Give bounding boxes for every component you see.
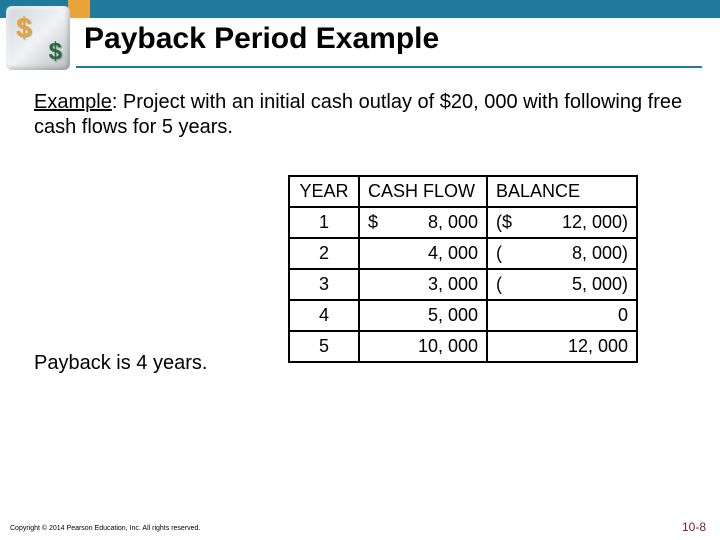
cell-balance: (5, 000) xyxy=(487,269,637,300)
cell-balance: 0 xyxy=(487,300,637,331)
cell-balance: 12, 000 xyxy=(487,331,637,362)
table-row: 2 4, 000 (8, 000) xyxy=(289,238,637,269)
table-row: 3 3, 000 (5, 000) xyxy=(289,269,637,300)
cell-year: 2 xyxy=(289,238,359,269)
cashflow-table: YEAR CASH FLOW BALANCE 1 $8, 000 ($12, 0… xyxy=(288,175,638,363)
cell-year: 3 xyxy=(289,269,359,300)
cell-year: 1 xyxy=(289,207,359,238)
cell-cashflow: 5, 000 xyxy=(359,300,487,331)
slide-title: Payback Period Example xyxy=(84,22,439,56)
table-row: 4 5, 000 0 xyxy=(289,300,637,331)
cell-cashflow: $8, 000 xyxy=(359,207,487,238)
example-description: Example: Project with an initial cash ou… xyxy=(34,90,690,140)
th-balance: BALANCE xyxy=(487,176,637,207)
th-cashflow: CASH FLOW xyxy=(359,176,487,207)
page-number: 10-8 xyxy=(682,520,706,534)
table-row: 1 $8, 000 ($12, 000) xyxy=(289,207,637,238)
cube-logo xyxy=(6,6,70,70)
payback-result: Payback is 4 years. xyxy=(34,352,207,375)
copyright-text: Copyright © 2014 Pearson Education, Inc.… xyxy=(10,525,200,532)
cell-year: 4 xyxy=(289,300,359,331)
cell-balance: ($12, 000) xyxy=(487,207,637,238)
example-text: : Project with an initial cash outlay of… xyxy=(34,91,682,138)
example-label: Example xyxy=(34,91,112,113)
table-row: 5 10, 000 12, 000 xyxy=(289,331,637,362)
cell-year: 5 xyxy=(289,331,359,362)
table-header-row: YEAR CASH FLOW BALANCE xyxy=(289,176,637,207)
cell-balance: (8, 000) xyxy=(487,238,637,269)
th-year: YEAR xyxy=(289,176,359,207)
title-underline xyxy=(76,66,702,68)
cell-cashflow: 10, 000 xyxy=(359,331,487,362)
cell-cashflow: 4, 000 xyxy=(359,238,487,269)
cell-cashflow: 3, 000 xyxy=(359,269,487,300)
header-bar xyxy=(0,0,720,18)
